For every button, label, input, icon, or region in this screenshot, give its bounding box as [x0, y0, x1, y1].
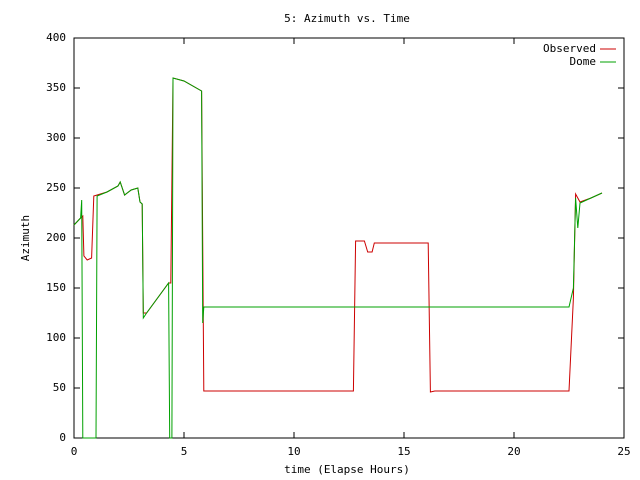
y-tick-label: 300 [46, 131, 66, 144]
data-line [73, 77, 603, 393]
x-tick-label: 5 [181, 445, 188, 458]
chart-title: 5: Azimuth vs. Time [284, 12, 410, 25]
y-tick-label: 200 [46, 231, 66, 244]
y-axis-label: Azimuth [19, 215, 32, 261]
data-line [73, 77, 603, 439]
y-tick-label: 100 [46, 331, 66, 344]
y-tick-label: 400 [46, 31, 66, 44]
x-tick-label: 10 [287, 445, 300, 458]
y-tick-label: 150 [46, 281, 66, 294]
x-tick-label: 0 [71, 445, 78, 458]
x-axis-label: time (Elapse Hours) [284, 463, 410, 476]
plot-frame [73, 37, 625, 439]
y-tick-label: 0 [59, 431, 66, 444]
x-tick-label: 25 [617, 445, 630, 458]
y-tick-label: 50 [53, 381, 66, 394]
x-tick-label: 15 [397, 445, 410, 458]
x-tick-label: 20 [507, 445, 520, 458]
legend-label: Dome [570, 55, 597, 68]
y-tick-label: 250 [46, 181, 66, 194]
y-tick-label: 350 [46, 81, 66, 94]
legend-label: Observed [543, 42, 596, 55]
